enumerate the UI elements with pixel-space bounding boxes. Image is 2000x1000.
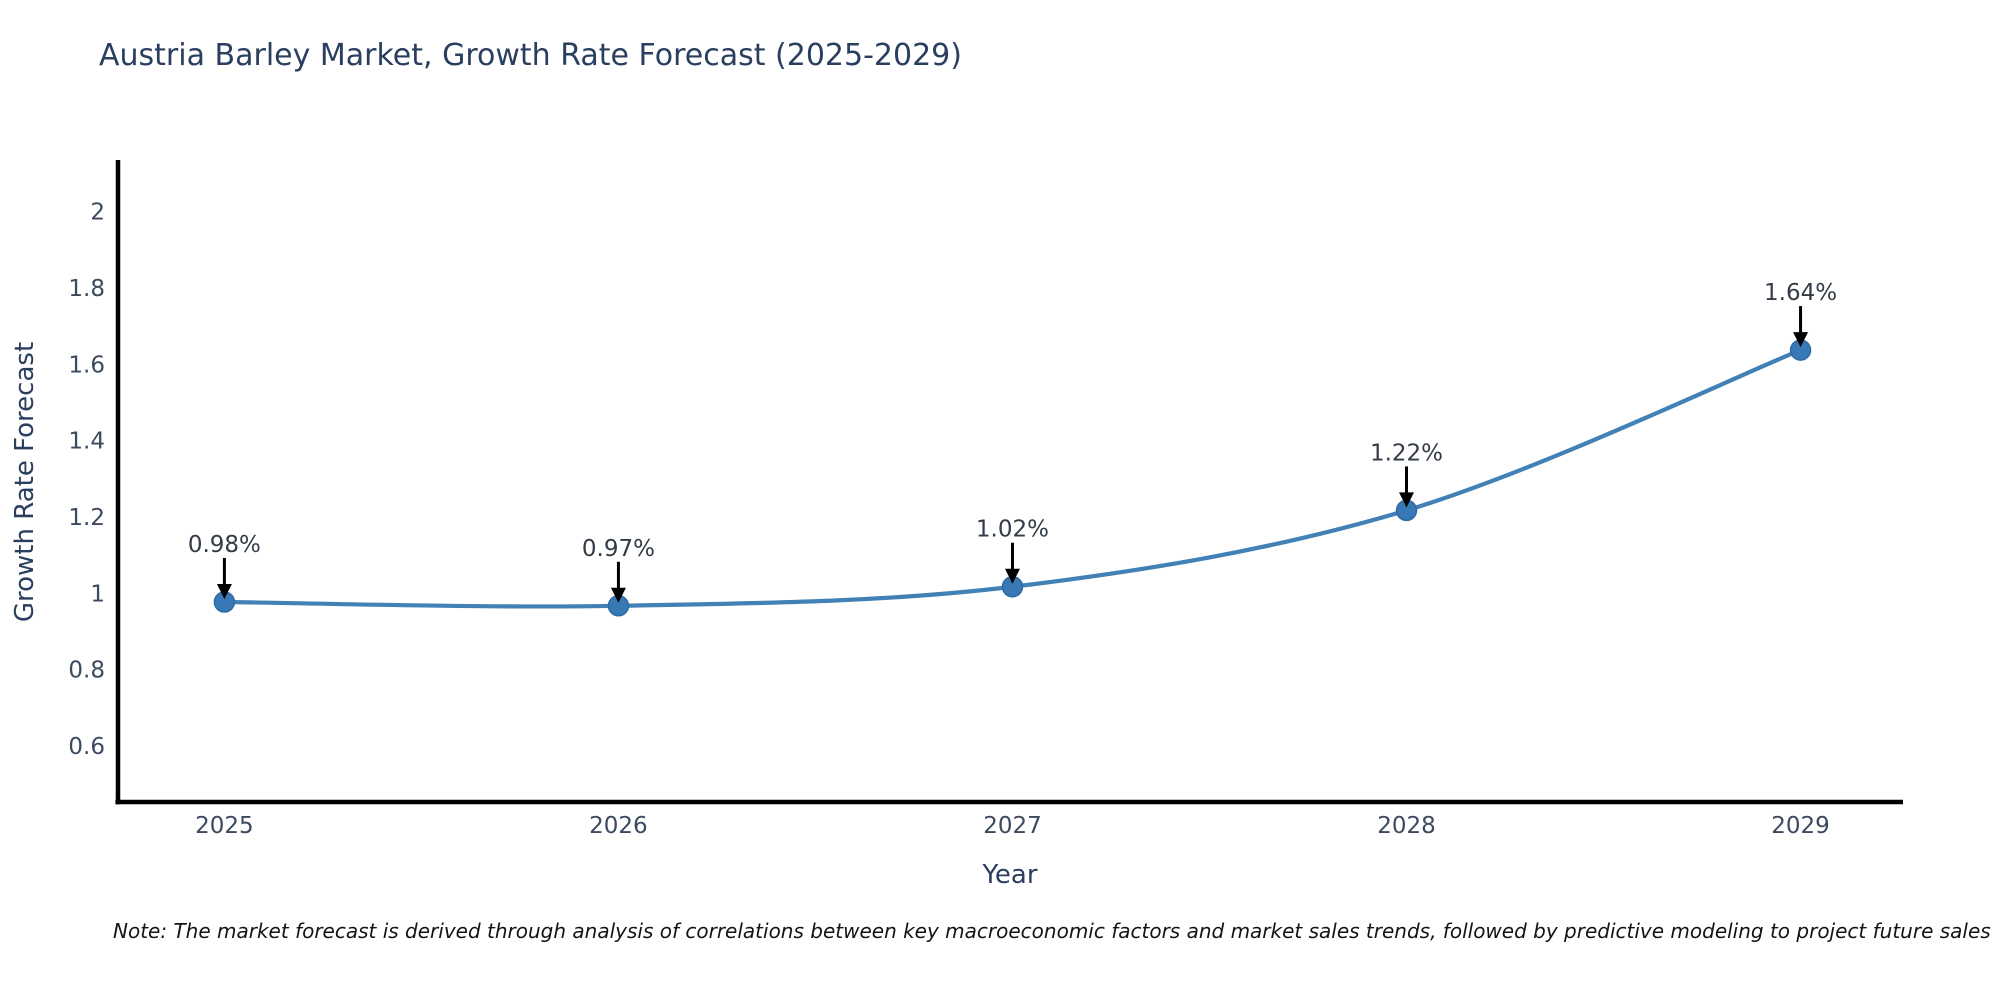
x-tick-label: 2025 <box>195 813 254 839</box>
y-tick-label: 1.8 <box>68 276 105 302</box>
y-tick-label: 0.6 <box>68 734 105 760</box>
annotation-label: 1.22% <box>1370 440 1443 466</box>
annotation-arrowhead <box>1004 568 1020 584</box>
y-tick-label: 1 <box>90 581 105 607</box>
annotation-arrowhead <box>610 587 626 603</box>
y-tick-label: 0.8 <box>68 658 105 684</box>
y-tick-label: 1.6 <box>68 352 105 378</box>
y-tick-label: 1.2 <box>68 505 105 531</box>
annotation-label: 1.02% <box>976 517 1049 543</box>
y-tick-label: 2 <box>90 200 105 226</box>
annotation-arrowhead <box>1399 492 1415 508</box>
annotation-arrowhead <box>1793 332 1809 348</box>
annotation-arrowhead <box>216 583 232 599</box>
chart-title: Austria Barley Market, Growth Rate Forec… <box>99 38 962 73</box>
annotation-label: 0.98% <box>188 532 261 558</box>
y-axis-title: Growth Rate Forecast <box>10 341 40 623</box>
y-tick-label: 1.4 <box>68 429 105 455</box>
annotation-label: 1.64% <box>1764 280 1837 306</box>
annotation-label: 0.97% <box>582 536 655 562</box>
footnote: Note: The market forecast is derived thr… <box>113 919 1991 943</box>
x-tick-label: 2029 <box>1771 813 1830 839</box>
x-axis-title: Year <box>982 860 1038 890</box>
x-tick-label: 2028 <box>1377 813 1436 839</box>
x-tick-label: 2026 <box>589 813 648 839</box>
x-tick-label: 2027 <box>983 813 1042 839</box>
